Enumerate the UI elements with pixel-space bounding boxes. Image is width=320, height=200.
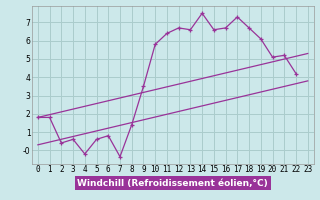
X-axis label: Windchill (Refroidissement éolien,°C): Windchill (Refroidissement éolien,°C): [77, 179, 268, 188]
